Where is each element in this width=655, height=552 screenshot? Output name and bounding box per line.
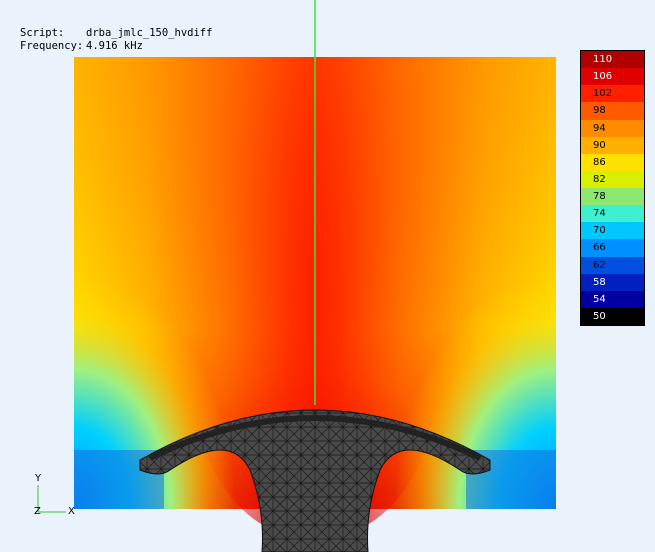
info-panel: Script: drba_jmlc_150_hvdiff Frequency: 4.… xyxy=(20,27,212,53)
legend-value-102: 102 xyxy=(581,85,644,103)
legend-value-70: 70 xyxy=(581,222,644,240)
frequency-label: Frequency: xyxy=(20,40,84,52)
axis-x-label: X xyxy=(68,506,75,517)
color-scale-legend: 110 106 102 98 94 90 86 82 78 74 70 66 62 58 54 50 xyxy=(580,50,645,326)
axis-triad xyxy=(37,485,66,513)
legend-value-82: 82 xyxy=(581,170,644,188)
legend-value-90: 90 xyxy=(581,136,644,154)
script-label: Script: xyxy=(20,27,65,39)
legend-value-54: 54 xyxy=(581,290,644,308)
script-value: drba_jmlc_150_hvdiff xyxy=(86,27,213,39)
legend-value-98: 98 xyxy=(581,102,644,120)
script-row: Script: drba_jmlc_150_hvdiff xyxy=(20,27,212,40)
legend-value-94: 94 xyxy=(581,119,644,137)
legend-value-86: 86 xyxy=(581,153,644,171)
legend-value-78: 78 xyxy=(581,188,644,206)
frequency-value: 4.916 kHz xyxy=(86,40,143,52)
axis-z-label: Z xyxy=(34,506,41,517)
legend-value-58: 58 xyxy=(581,273,644,291)
legend-value-50: 50 xyxy=(581,307,644,325)
legend-value-66: 66 xyxy=(581,239,644,257)
waveguide-mesh xyxy=(139,409,491,552)
legend-value-106: 106 xyxy=(581,68,644,86)
legend-value-74: 74 xyxy=(581,205,644,223)
axis-y-label: Y xyxy=(35,473,42,484)
legend-value-62: 62 xyxy=(581,256,644,274)
frequency-row: Frequency: 4.916 kHz xyxy=(20,40,212,53)
legend-value-110: 110 xyxy=(581,51,644,69)
